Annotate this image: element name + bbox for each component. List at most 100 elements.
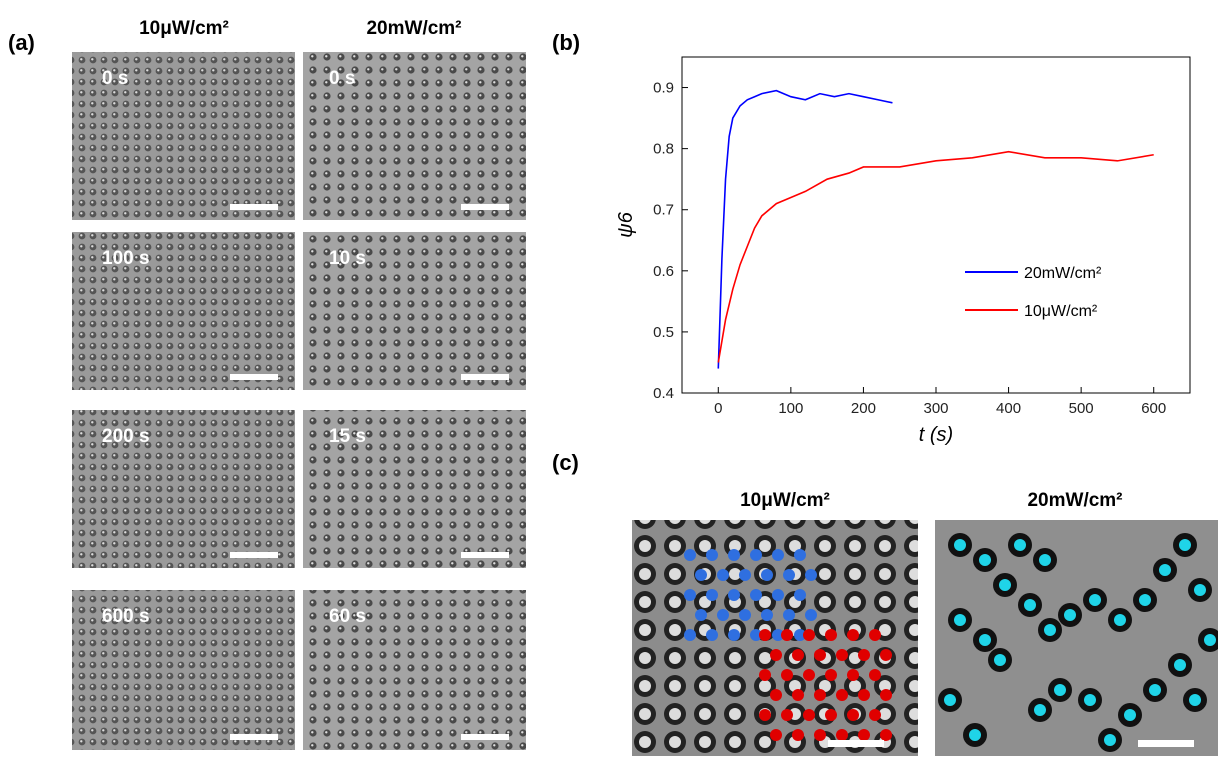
- scale-bar: [230, 204, 278, 210]
- particle: [1044, 624, 1056, 636]
- scale-bar: [230, 552, 278, 558]
- data-line: [717, 89, 893, 369]
- particle: [999, 579, 1011, 591]
- particle: [847, 669, 859, 681]
- particle: [847, 629, 859, 641]
- x-tick-label: 300: [923, 400, 948, 417]
- scale-bar: [828, 740, 884, 747]
- particle: [825, 709, 837, 721]
- particle: [695, 569, 707, 581]
- particle: [858, 689, 870, 701]
- scale-bar: [230, 734, 278, 740]
- y-axis-label: ψ6: [615, 211, 637, 238]
- scale-bar: [461, 552, 509, 558]
- particle: [684, 629, 696, 641]
- particle: [770, 649, 782, 661]
- particle: [814, 649, 826, 661]
- particle: [781, 669, 793, 681]
- particle: [792, 729, 804, 741]
- particle: [1189, 694, 1201, 706]
- panel-label: (b): [552, 30, 580, 55]
- x-tick-label: 500: [1069, 400, 1094, 417]
- particle: [858, 649, 870, 661]
- x-axis-label: t (s): [919, 424, 953, 446]
- particle: [803, 629, 815, 641]
- particle: [772, 589, 784, 601]
- particle: [805, 569, 817, 581]
- particle: [1179, 539, 1191, 551]
- micrograph: [303, 410, 526, 568]
- scale-bar: [461, 374, 509, 380]
- y-tick-label: 0.5: [653, 324, 674, 341]
- particle: [794, 629, 806, 641]
- particle: [880, 729, 892, 741]
- particle: [825, 669, 837, 681]
- particle: [761, 569, 773, 581]
- particle: [739, 569, 751, 581]
- particle: [969, 729, 981, 741]
- particle: [1014, 539, 1026, 551]
- particle: [1034, 704, 1046, 716]
- x-tick-label: 0: [714, 400, 722, 417]
- particle: [803, 669, 815, 681]
- particle: [792, 689, 804, 701]
- particle: [869, 709, 881, 721]
- particle: [944, 694, 956, 706]
- particle: [954, 539, 966, 551]
- scale-bar: [461, 204, 509, 210]
- particle: [717, 609, 729, 621]
- particle: [750, 549, 762, 561]
- particle: [836, 689, 848, 701]
- time-label: 10 s: [329, 248, 366, 269]
- particle: [792, 649, 804, 661]
- particle: [1204, 634, 1216, 646]
- y-tick-label: 0.6: [653, 263, 674, 280]
- particle: [706, 589, 718, 601]
- particle: [695, 609, 707, 621]
- particle: [1194, 584, 1206, 596]
- particle: [805, 609, 817, 621]
- particle: [803, 709, 815, 721]
- particle: [783, 609, 795, 621]
- panel-label: (c): [552, 450, 579, 475]
- panel-label: (a): [8, 30, 35, 55]
- scale-bar: [461, 734, 509, 740]
- particle: [1124, 709, 1136, 721]
- data-line: [717, 150, 1154, 363]
- particle: [728, 589, 740, 601]
- particle: [1054, 684, 1066, 696]
- particle: [814, 729, 826, 741]
- particle: [759, 669, 771, 681]
- particle: [781, 709, 793, 721]
- column-header: 10μW/cm²: [740, 490, 830, 511]
- particle: [750, 589, 762, 601]
- particle: [880, 689, 892, 701]
- micrograph: [72, 52, 295, 220]
- column-header: 20mW/cm²: [1027, 490, 1122, 511]
- particle: [739, 609, 751, 621]
- particle: [781, 629, 793, 641]
- particle: [1084, 694, 1096, 706]
- scale-bar: [230, 374, 278, 380]
- particle: [1104, 734, 1116, 746]
- x-tick-label: 600: [1141, 400, 1166, 417]
- micrograph: [72, 590, 295, 750]
- particle: [869, 669, 881, 681]
- particle: [1149, 684, 1161, 696]
- column-header: 10μW/cm²: [139, 18, 229, 39]
- particle: [869, 629, 881, 641]
- y-tick-label: 0.7: [653, 202, 674, 219]
- particle: [684, 549, 696, 561]
- particle: [794, 549, 806, 561]
- particle: [794, 589, 806, 601]
- particle: [880, 649, 892, 661]
- micrograph: [303, 232, 526, 390]
- micrograph: [72, 410, 295, 568]
- time-label: 0 s: [102, 68, 128, 89]
- micrograph: [72, 232, 295, 390]
- particle: [770, 729, 782, 741]
- particle: [1064, 609, 1076, 621]
- particle: [759, 709, 771, 721]
- particle: [706, 629, 718, 641]
